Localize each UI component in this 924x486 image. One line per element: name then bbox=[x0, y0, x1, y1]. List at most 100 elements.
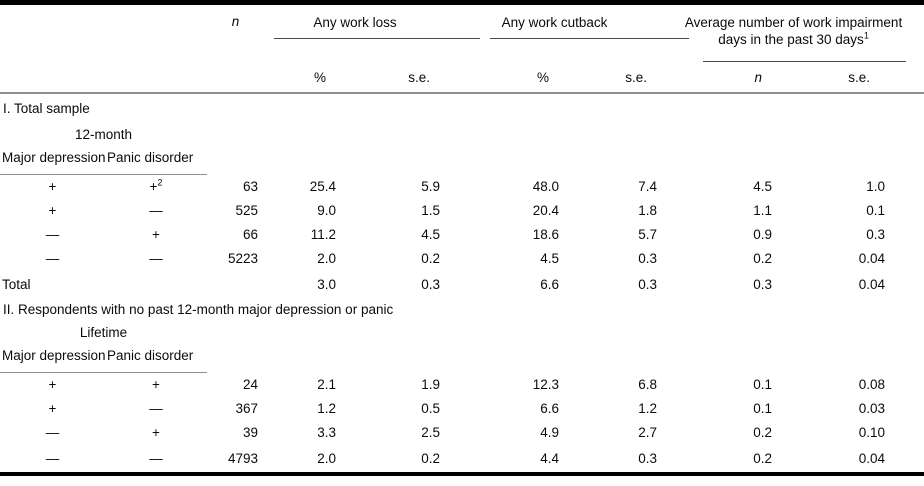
group-header-work-loss: Any work loss bbox=[264, 3, 480, 63]
cell-n: 39 bbox=[242, 425, 258, 440]
cell-panic-disorder: — bbox=[149, 450, 163, 466]
cell-loss-pct: 11.2 bbox=[310, 227, 336, 242]
cell-panic-disorder: — bbox=[149, 203, 163, 218]
cell-loss-se: 0.2 bbox=[421, 450, 440, 466]
section-2-title-row: II. Respondents with no past 12-month ma… bbox=[0, 298, 924, 321]
cell-panic-disorder: +2 bbox=[149, 177, 163, 195]
table-row: + — 525 9.0 1.5 20.4 1.8 1.1 0.1 bbox=[0, 199, 924, 223]
cell-cutback-pct: 12.3 bbox=[532, 377, 559, 392]
table-body: I. Total sample 12-month Major depressio… bbox=[0, 93, 924, 474]
cell-cutback-pct: 4.9 bbox=[540, 425, 559, 440]
cell-cutback-se: 7.4 bbox=[638, 179, 658, 194]
work-impairment-table: n Any work loss Any work cutback Average… bbox=[0, 0, 924, 476]
section-1-period-row: 12-month bbox=[0, 123, 924, 146]
cell-impair-se: 0.04 bbox=[858, 251, 886, 266]
header-spacer bbox=[207, 62, 264, 94]
spanner-rule-work-cutback bbox=[490, 38, 690, 39]
col-header-loss-pct: % bbox=[264, 62, 342, 94]
cell-n: 63 bbox=[242, 179, 258, 194]
cell-major-depression: + bbox=[48, 377, 57, 393]
cell-panic-disorder: + bbox=[152, 227, 160, 242]
cell-loss-se: 4.5 bbox=[421, 227, 440, 242]
cell-panic-disorder: — bbox=[149, 251, 163, 266]
table-row: + +2 63 25.4 5.9 48.0 7.4 4.5 1.0 bbox=[0, 175, 924, 199]
cell-n: 24 bbox=[242, 377, 258, 392]
cell-impair-se: 0.04 bbox=[858, 276, 886, 292]
cell-panic-disorder: + bbox=[152, 425, 160, 440]
group-label-work-loss: Any work loss bbox=[313, 15, 397, 30]
cell-loss-se: 0.5 bbox=[421, 401, 440, 416]
cell-major-depression: — bbox=[45, 425, 60, 440]
section-title: II. Respondents with no past 12-month ma… bbox=[3, 301, 394, 317]
cell-cutback-se: 0.3 bbox=[638, 450, 658, 466]
section-1-title-row: I. Total sample bbox=[0, 93, 924, 123]
cell-major-depression: — bbox=[45, 251, 60, 266]
cell-major-depression: — bbox=[45, 450, 60, 466]
group-header-work-cutback: Any work cutback bbox=[446, 3, 690, 63]
section-1-rowheader: Major depression Panic disorder bbox=[0, 145, 924, 175]
cell-loss-pct: 2.0 bbox=[317, 450, 336, 466]
cell-loss-pct: 9.0 bbox=[317, 203, 336, 218]
cell-loss-pct: 25.4 bbox=[309, 179, 336, 194]
cell-loss-se: 1.5 bbox=[421, 203, 440, 218]
cell-cutback-pct: 4.5 bbox=[540, 251, 559, 266]
cell-n: 367 bbox=[235, 401, 258, 416]
cell-cutback-se: 0.3 bbox=[638, 276, 658, 292]
spanner-rule-impairment bbox=[703, 60, 907, 62]
cell-cutback-pct: 48.0 bbox=[532, 179, 559, 194]
cell-loss-se: 5.9 bbox=[421, 179, 440, 194]
section-2-rowheader: Major depression Panic disorder bbox=[0, 343, 924, 373]
cell-panic-disorder: — bbox=[149, 401, 163, 416]
cell-cutback-se: 2.7 bbox=[638, 425, 658, 440]
cell-impair-n: 0.1 bbox=[753, 401, 773, 416]
group-label-impairment-line2: days in the past 30 days1 bbox=[718, 30, 869, 47]
cell-major-depression: — bbox=[45, 227, 60, 242]
cell-impair-n: 0.2 bbox=[753, 251, 773, 266]
cell-cutback-se: 0.3 bbox=[638, 251, 658, 266]
cell-cutback-pct: 6.6 bbox=[540, 276, 559, 292]
cell-impair-n: 0.2 bbox=[753, 450, 773, 466]
cell-cutback-pct: 4.4 bbox=[540, 450, 559, 466]
cell-impair-n: 0.3 bbox=[753, 276, 773, 292]
table-row: — + 66 11.2 4.5 18.6 5.7 0.9 0.3 bbox=[0, 223, 924, 247]
cell-impair-se: 0.3 bbox=[866, 227, 886, 242]
col-header-n: n bbox=[231, 14, 240, 29]
cell-impair-n: 1.1 bbox=[753, 203, 773, 218]
cell-cutback-pct: 6.6 bbox=[540, 401, 559, 416]
col-header-loss-se: s.e. bbox=[342, 62, 446, 94]
footnote-marker: 2 bbox=[157, 177, 163, 188]
cell-loss-pct: 2.1 bbox=[317, 377, 336, 392]
rowheader-panic-disorder: Panic disorder bbox=[105, 343, 207, 373]
section-title: I. Total sample bbox=[3, 100, 90, 116]
cell-loss-se: 0.3 bbox=[421, 276, 440, 292]
period-label: 12-month bbox=[74, 126, 133, 142]
table-row: + + 24 2.1 1.9 12.3 6.8 0.1 0.08 bbox=[0, 373, 924, 397]
rowheader-panic-disorder: Panic disorder bbox=[105, 145, 207, 175]
table-header: n Any work loss Any work cutback Average… bbox=[0, 3, 924, 94]
cell-impair-se: 0.10 bbox=[858, 425, 886, 440]
col-header-impair-se: s.e. bbox=[778, 62, 924, 94]
table-row: — — 5223 2.0 0.2 4.5 0.3 0.2 0.04 bbox=[0, 247, 924, 271]
footnote-marker: 1 bbox=[863, 30, 869, 41]
table-row: + — 367 1.2 0.5 6.6 1.2 0.1 0.03 bbox=[0, 397, 924, 421]
cell-loss-pct: 1.2 bbox=[317, 401, 336, 416]
cell-impair-n: 0.1 bbox=[753, 377, 773, 392]
cell-major-depression: + bbox=[48, 203, 57, 218]
cell-impair-se: 1.0 bbox=[866, 179, 886, 194]
cell-impair-n: 0.9 bbox=[753, 227, 773, 242]
section-2-period-row: Lifetime bbox=[0, 321, 924, 344]
total-label: Total bbox=[2, 276, 31, 292]
cell-major-depression: + bbox=[48, 179, 57, 195]
cell-loss-se: 2.5 bbox=[421, 425, 440, 440]
cell-impair-se: 0.04 bbox=[858, 450, 886, 466]
cell-impair-se: 0.08 bbox=[858, 377, 886, 392]
col-header-cutback-pct: % bbox=[446, 62, 565, 94]
header-spacer bbox=[0, 62, 207, 94]
cell-panic-disorder: + bbox=[152, 377, 160, 393]
cell-cutback-se: 1.8 bbox=[638, 203, 658, 218]
table-row: — + 39 3.3 2.5 4.9 2.7 0.2 0.10 bbox=[0, 421, 924, 445]
spanner-rule-work-loss bbox=[274, 38, 480, 39]
cell-impair-n: 0.2 bbox=[753, 425, 773, 440]
cell-cutback-pct: 20.4 bbox=[532, 203, 559, 218]
